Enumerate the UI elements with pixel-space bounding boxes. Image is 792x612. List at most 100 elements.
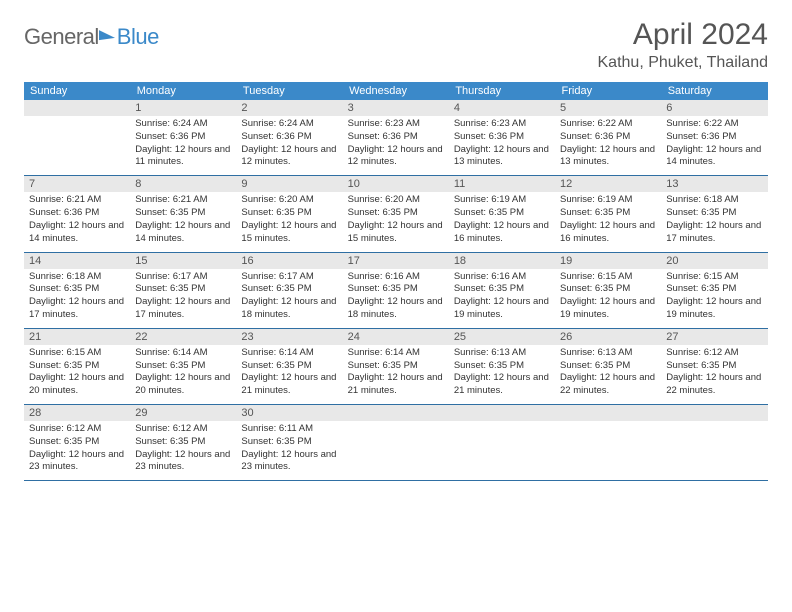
calendar-day-cell <box>343 405 449 481</box>
calendar-day-cell: 22Sunrise: 6:14 AMSunset: 6:35 PMDayligh… <box>130 328 236 404</box>
sunrise-text: Sunrise: 6:18 AM <box>29 271 125 284</box>
day-number: 2 <box>236 100 342 116</box>
sunset-text: Sunset: 6:35 PM <box>666 360 762 373</box>
sunrise-text: Sunrise: 6:23 AM <box>348 118 444 131</box>
sunset-text: Sunset: 6:35 PM <box>241 207 337 220</box>
brand-logo: General Blue <box>24 24 159 50</box>
sunrise-text: Sunrise: 6:19 AM <box>560 194 656 207</box>
day-details: Sunrise: 6:20 AMSunset: 6:35 PMDaylight:… <box>236 192 342 251</box>
weekday-header: Tuesday <box>236 82 342 100</box>
title-block: April 2024 Kathu, Phuket, Thailand <box>598 18 769 72</box>
daylight-text: Daylight: 12 hours and 13 minutes. <box>454 144 550 170</box>
calendar-day-cell: 28Sunrise: 6:12 AMSunset: 6:35 PMDayligh… <box>24 405 130 481</box>
location-subtitle: Kathu, Phuket, Thailand <box>598 54 769 72</box>
day-details: Sunrise: 6:22 AMSunset: 6:36 PMDaylight:… <box>661 116 767 175</box>
calendar-day-cell: 25Sunrise: 6:13 AMSunset: 6:35 PMDayligh… <box>449 328 555 404</box>
day-details: Sunrise: 6:20 AMSunset: 6:35 PMDaylight:… <box>343 192 449 251</box>
day-details: Sunrise: 6:17 AMSunset: 6:35 PMDaylight:… <box>236 269 342 328</box>
daylight-text: Daylight: 12 hours and 19 minutes. <box>560 296 656 322</box>
weekday-header: Friday <box>555 82 661 100</box>
daylight-text: Daylight: 12 hours and 13 minutes. <box>560 144 656 170</box>
sunset-text: Sunset: 6:35 PM <box>454 283 550 296</box>
calendar-day-cell <box>555 405 661 481</box>
day-number <box>449 405 555 421</box>
day-number: 25 <box>449 329 555 345</box>
day-details: Sunrise: 6:15 AMSunset: 6:35 PMDaylight:… <box>555 269 661 328</box>
sunset-text: Sunset: 6:35 PM <box>348 283 444 296</box>
day-number: 29 <box>130 405 236 421</box>
page-header: General Blue April 2024 Kathu, Phuket, T… <box>24 18 768 72</box>
daylight-text: Daylight: 12 hours and 23 minutes. <box>135 449 231 475</box>
day-number: 6 <box>661 100 767 116</box>
sunset-text: Sunset: 6:36 PM <box>560 131 656 144</box>
calendar-day-cell: 8Sunrise: 6:21 AMSunset: 6:35 PMDaylight… <box>130 176 236 252</box>
day-details: Sunrise: 6:14 AMSunset: 6:35 PMDaylight:… <box>130 345 236 404</box>
sunrise-text: Sunrise: 6:24 AM <box>135 118 231 131</box>
calendar-page: General Blue April 2024 Kathu, Phuket, T… <box>0 0 792 481</box>
calendar-day-cell: 29Sunrise: 6:12 AMSunset: 6:35 PMDayligh… <box>130 405 236 481</box>
calendar-week-row: 21Sunrise: 6:15 AMSunset: 6:35 PMDayligh… <box>24 328 768 404</box>
sunset-text: Sunset: 6:35 PM <box>666 207 762 220</box>
sunrise-text: Sunrise: 6:23 AM <box>454 118 550 131</box>
day-number: 17 <box>343 253 449 269</box>
calendar-day-cell: 14Sunrise: 6:18 AMSunset: 6:35 PMDayligh… <box>24 252 130 328</box>
calendar-day-cell: 18Sunrise: 6:16 AMSunset: 6:35 PMDayligh… <box>449 252 555 328</box>
calendar-day-cell: 27Sunrise: 6:12 AMSunset: 6:35 PMDayligh… <box>661 328 767 404</box>
calendar-day-cell <box>24 100 130 176</box>
daylight-text: Daylight: 12 hours and 12 minutes. <box>241 144 337 170</box>
calendar-body: 1Sunrise: 6:24 AMSunset: 6:36 PMDaylight… <box>24 100 768 481</box>
calendar-day-cell: 30Sunrise: 6:11 AMSunset: 6:35 PMDayligh… <box>236 405 342 481</box>
day-details: Sunrise: 6:15 AMSunset: 6:35 PMDaylight:… <box>661 269 767 328</box>
sunset-text: Sunset: 6:36 PM <box>135 131 231 144</box>
day-details: Sunrise: 6:16 AMSunset: 6:35 PMDaylight:… <box>449 269 555 328</box>
sunset-text: Sunset: 6:35 PM <box>560 360 656 373</box>
calendar-day-cell: 19Sunrise: 6:15 AMSunset: 6:35 PMDayligh… <box>555 252 661 328</box>
daylight-text: Daylight: 12 hours and 20 minutes. <box>29 372 125 398</box>
weekday-header: Saturday <box>661 82 767 100</box>
sunset-text: Sunset: 6:35 PM <box>241 360 337 373</box>
daylight-text: Daylight: 12 hours and 19 minutes. <box>454 296 550 322</box>
calendar-week-row: 28Sunrise: 6:12 AMSunset: 6:35 PMDayligh… <box>24 405 768 481</box>
calendar-day-cell <box>449 405 555 481</box>
day-number: 5 <box>555 100 661 116</box>
day-number: 27 <box>661 329 767 345</box>
day-details: Sunrise: 6:21 AMSunset: 6:35 PMDaylight:… <box>130 192 236 251</box>
weekday-header: Thursday <box>449 82 555 100</box>
daylight-text: Daylight: 12 hours and 15 minutes. <box>241 220 337 246</box>
calendar-week-row: 7Sunrise: 6:21 AMSunset: 6:36 PMDaylight… <box>24 176 768 252</box>
weekday-header: Monday <box>130 82 236 100</box>
sunset-text: Sunset: 6:35 PM <box>454 207 550 220</box>
sunset-text: Sunset: 6:35 PM <box>666 283 762 296</box>
calendar-day-cell: 4Sunrise: 6:23 AMSunset: 6:36 PMDaylight… <box>449 100 555 176</box>
day-details: Sunrise: 6:21 AMSunset: 6:36 PMDaylight:… <box>24 192 130 251</box>
day-details <box>449 421 555 471</box>
sunrise-text: Sunrise: 6:21 AM <box>135 194 231 207</box>
sunrise-text: Sunrise: 6:20 AM <box>241 194 337 207</box>
sunrise-text: Sunrise: 6:16 AM <box>454 271 550 284</box>
daylight-text: Daylight: 12 hours and 21 minutes. <box>241 372 337 398</box>
sunrise-text: Sunrise: 6:13 AM <box>454 347 550 360</box>
day-details: Sunrise: 6:23 AMSunset: 6:36 PMDaylight:… <box>343 116 449 175</box>
weekday-header: Wednesday <box>343 82 449 100</box>
daylight-text: Daylight: 12 hours and 17 minutes. <box>29 296 125 322</box>
day-details: Sunrise: 6:12 AMSunset: 6:35 PMDaylight:… <box>24 421 130 480</box>
calendar-week-row: 1Sunrise: 6:24 AMSunset: 6:36 PMDaylight… <box>24 100 768 176</box>
sunrise-text: Sunrise: 6:22 AM <box>560 118 656 131</box>
day-details: Sunrise: 6:13 AMSunset: 6:35 PMDaylight:… <box>555 345 661 404</box>
brand-part1: General <box>24 24 99 50</box>
sunrise-text: Sunrise: 6:13 AM <box>560 347 656 360</box>
day-number: 30 <box>236 405 342 421</box>
sunrise-text: Sunrise: 6:24 AM <box>241 118 337 131</box>
day-number: 7 <box>24 176 130 192</box>
day-details: Sunrise: 6:12 AMSunset: 6:35 PMDaylight:… <box>661 345 767 404</box>
daylight-text: Daylight: 12 hours and 14 minutes. <box>135 220 231 246</box>
day-details <box>343 421 449 471</box>
day-number: 15 <box>130 253 236 269</box>
day-details: Sunrise: 6:13 AMSunset: 6:35 PMDaylight:… <box>449 345 555 404</box>
brand-part2: Blue <box>117 24 159 50</box>
day-number: 24 <box>343 329 449 345</box>
daylight-text: Daylight: 12 hours and 11 minutes. <box>135 144 231 170</box>
sunset-text: Sunset: 6:36 PM <box>666 131 762 144</box>
sunrise-text: Sunrise: 6:22 AM <box>666 118 762 131</box>
sunset-text: Sunset: 6:35 PM <box>135 360 231 373</box>
